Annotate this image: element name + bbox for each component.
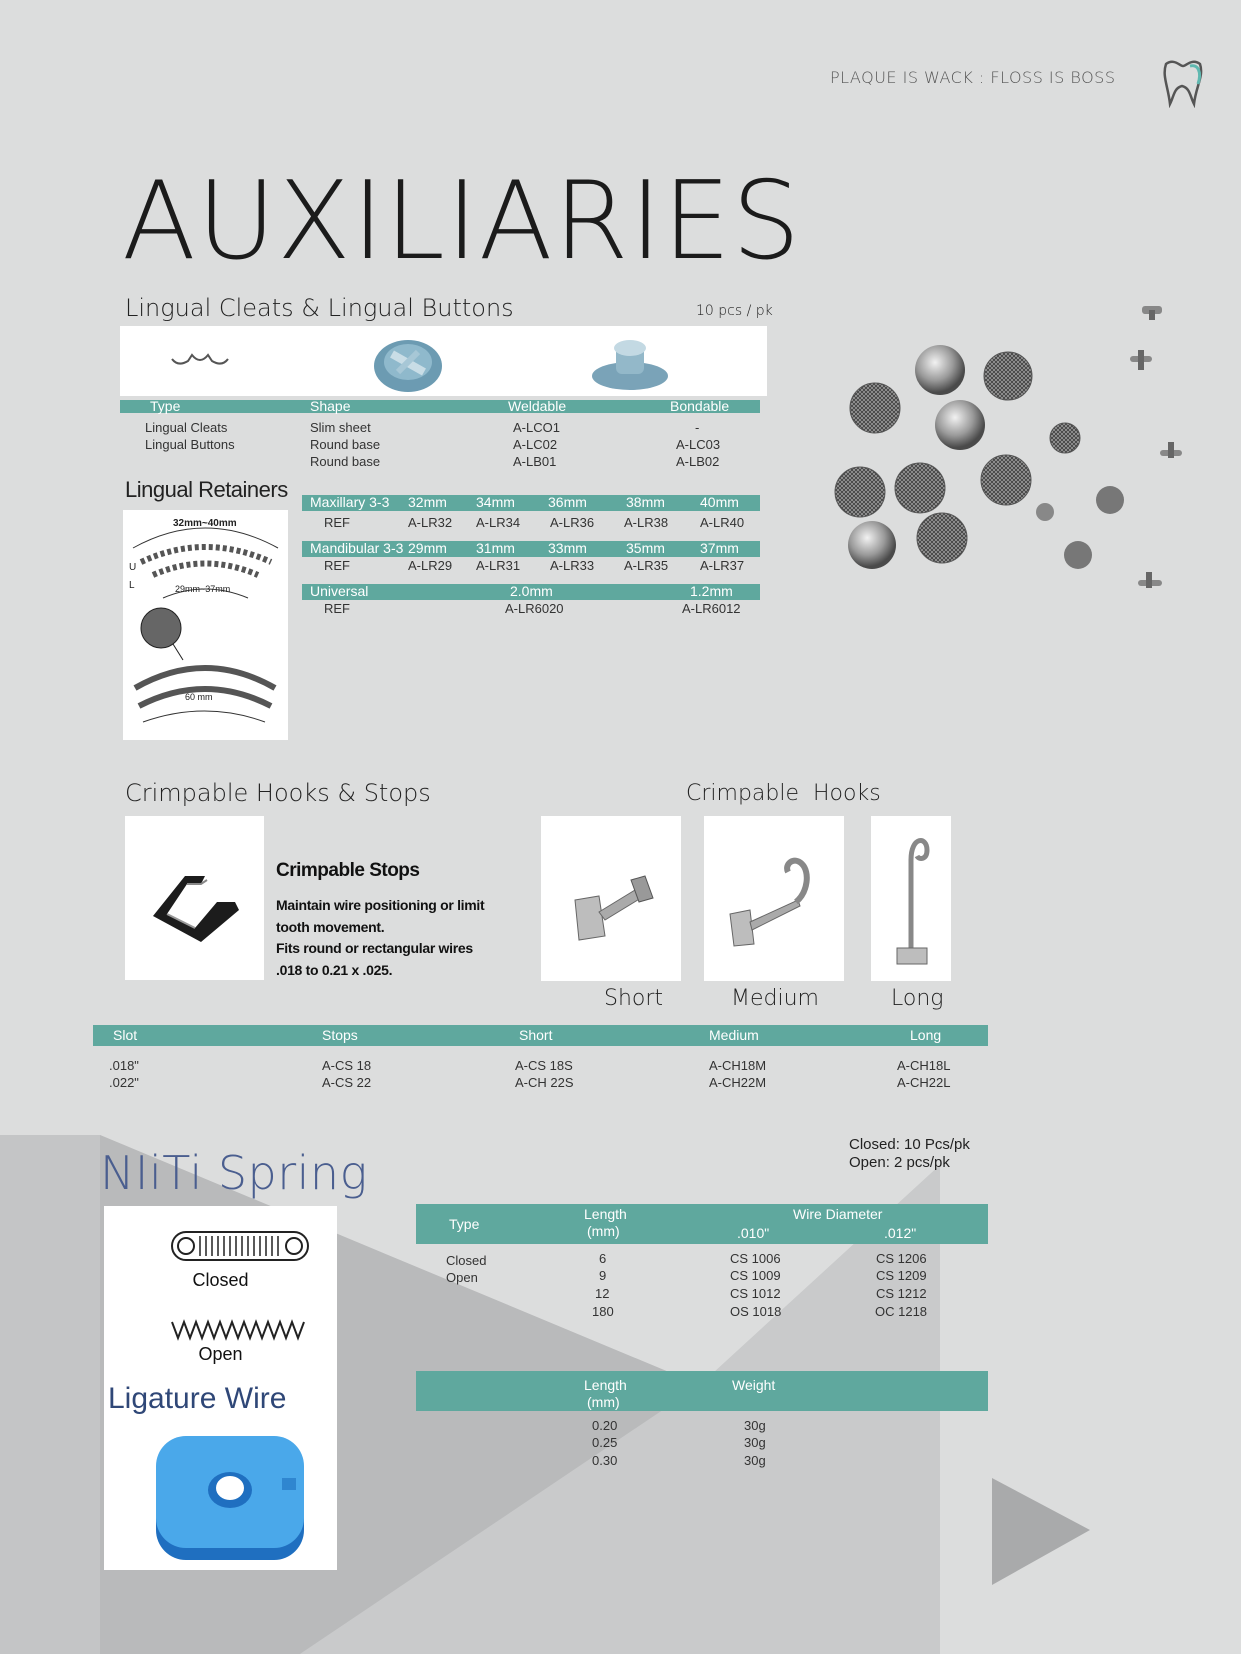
open-spring-label: Open <box>198 1344 243 1364</box>
crimpable-stops-title: Crimpable Stops <box>276 860 420 881</box>
table-row: 9 CS 1009 CS 1209 <box>599 1268 927 1283</box>
header-slogan: PLAQUE IS WACK : FLOSS IS BOSS <box>830 68 1116 87</box>
lingual-button-round-image <box>374 340 442 392</box>
lingual-table-header: Type Shape Weldable Bondable <box>120 398 760 414</box>
crimpable-stop-image <box>125 816 264 980</box>
retainer-diagram: 32mm~40mm U L 29mm~37mm 60 mm <box>123 510 288 740</box>
closed-spring-label: Closed <box>192 1270 249 1290</box>
table-row: 6 CS 1006 CS 1206 <box>599 1251 927 1266</box>
lingual-table-body: Lingual Cleats Slim sheet A-LCO1 - Lingu… <box>120 420 760 474</box>
long-hook-image <box>871 816 951 981</box>
crimpable-hooks-heading: Crimpable Hooks <box>686 781 881 806</box>
universal-ref-row: REF A-LR6020 A-LR6012 <box>324 601 741 616</box>
table-row: .018" A-CS 18 A-CS 18S A-CH18M A-CH18L <box>109 1058 951 1073</box>
hook-label-short: Short <box>604 986 664 1011</box>
crimpable-table-header: Slot Stops Short Medium Long <box>93 1025 988 1046</box>
open-spring-image <box>171 1319 305 1341</box>
retainer-diagram-drawing <box>132 527 279 723</box>
tooth-logo-icon <box>1163 60 1203 108</box>
lingual-cleats-heading: Lingual Cleats & Lingual Buttons <box>125 294 514 322</box>
medium-hook-image <box>704 816 844 981</box>
maxillary-header: Maxillary 3-3 32mm 34mm 36mm 38mm 40mm <box>302 494 760 511</box>
mandibular-ref-row: REF A-LR29 A-LR31 A-LR33 A-LR35 A-LR37 <box>324 558 745 573</box>
short-hook-image <box>541 816 681 981</box>
crimpable-stop-drawing <box>153 876 239 942</box>
play-triangle-icon <box>992 1478 1090 1585</box>
table-row: Round base A-LB01 A-LB02 <box>310 454 720 469</box>
page-title: AUXILIARIES <box>122 159 802 284</box>
lingual-cleats-pack: 10 pcs / pk <box>696 303 773 319</box>
ligature-table-body: 0.20 30g 0.25 30g 0.30 30g <box>416 1418 988 1472</box>
niti-table-body: Closed Open 6 CS 1006 CS 1206 9 CS 1009 … <box>416 1251 988 1323</box>
lingual-button-base-image <box>592 340 668 390</box>
niti-pack-info: Closed: 10 Pcs/pk Open: 2 pcs/pk <box>849 1136 970 1171</box>
hook-label-medium: Medium <box>731 986 819 1011</box>
niti-heading: NIiTi Spring <box>100 1146 368 1200</box>
lingual-buttons-photo <box>834 306 1182 588</box>
closed-spring-image <box>171 1231 309 1261</box>
hook-label-long: Long <box>891 986 944 1011</box>
niti-ligature-image-panel: Closed Open Ligature Wire <box>104 1206 337 1570</box>
lingual-cleat-image <box>171 353 229 365</box>
crimpable-table-body: .018" A-CS 18 A-CS 18S A-CH18M A-CH18L .… <box>93 1058 988 1094</box>
table-row: Lingual Cleats Slim sheet A-LCO1 - <box>145 420 700 435</box>
crimpable-stops-description: Maintain wire positioning or limit tooth… <box>276 897 485 978</box>
mandibular-header: Mandibular 3-3 29mm 31mm 33mm 35mm 37mm <box>302 540 760 557</box>
table-row: 0.25 30g <box>592 1435 766 1450</box>
universal-header: Universal 2.0mm 1.2mm <box>302 583 760 600</box>
lingual-retainers-heading: Lingual Retainers <box>125 477 288 502</box>
table-row: Lingual Buttons Round base A-LC02 A-LC03 <box>145 437 721 452</box>
lingual-products-strip <box>120 326 767 396</box>
ligature-heading: Ligature Wire <box>108 1382 287 1415</box>
table-row: 0.20 30g <box>592 1418 766 1433</box>
niti-table-header: Type Length (mm) Wire Diameter .010" .01… <box>416 1204 988 1244</box>
maxillary-ref-row: REF A-LR32 A-LR34 A-LR36 A-LR38 A-LR40 <box>324 515 745 530</box>
ligature-table-header: Length (mm) Weight <box>416 1371 988 1411</box>
ligature-wire-spool-image <box>156 1436 304 1560</box>
table-row: .022" A-CS 22 A-CH 22S A-CH22M A-CH22L <box>109 1075 951 1090</box>
crimpable-heading: Crimpable Hooks & Stops <box>125 779 431 807</box>
table-row: 12 CS 1012 CS 1212 <box>595 1286 927 1301</box>
table-row: 0.30 30g <box>592 1453 766 1468</box>
table-row: 180 OS 1018 OC 1218 <box>592 1304 928 1319</box>
